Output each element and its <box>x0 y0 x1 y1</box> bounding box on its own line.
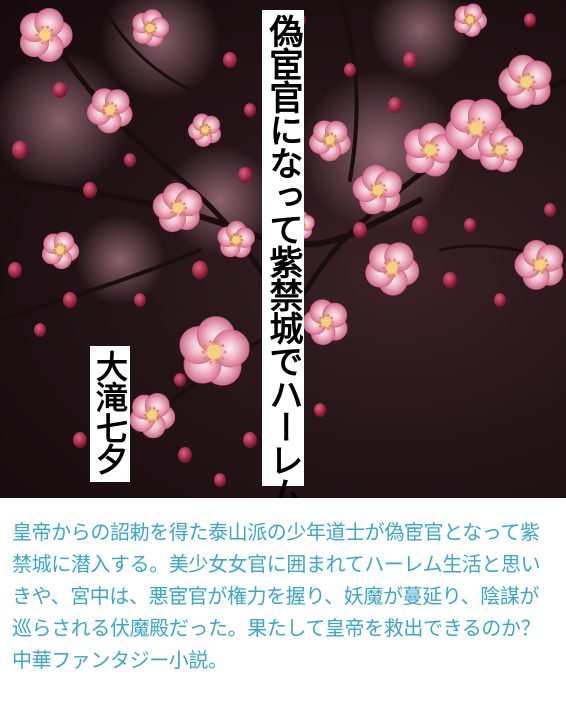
plum-blossom-illustration <box>0 0 566 487</box>
blossom-bud <box>464 218 476 232</box>
blossom-flower <box>444 98 508 160</box>
blossom-bud <box>524 13 536 27</box>
blossom-bud <box>353 222 367 238</box>
blossom-bud <box>53 82 67 98</box>
blossom-bud <box>63 292 77 308</box>
blossom-bud <box>314 403 326 417</box>
blossom-bud <box>124 153 136 167</box>
blossom-flower <box>132 9 170 47</box>
book-description: 皇帝からの詔勅を得た泰山派の少年道士が偽宦官となって紫禁城に潜入する。美少女女官… <box>12 520 541 672</box>
cover-image: 偽宦官になって紫禁城でハーレム生活 大滝七夕 <box>0 0 566 498</box>
blossom-bud <box>244 103 256 117</box>
blossom-bud <box>223 52 237 68</box>
blossom-flower <box>152 182 203 233</box>
author-name: 大滝七夕 <box>90 346 130 482</box>
blossom-bud <box>8 262 22 278</box>
blossom-bud <box>238 167 252 183</box>
blossom-flower <box>19 8 73 63</box>
blossom-bud <box>178 447 192 463</box>
book-title: 偽宦官になって紫禁城でハーレム生活 <box>262 10 304 498</box>
blossom-bud <box>214 473 226 487</box>
blossom-bud <box>344 63 356 77</box>
blossom-bud <box>443 272 457 288</box>
blossom-bud <box>134 293 146 307</box>
blossom-bud <box>412 215 428 235</box>
blossom-bud <box>494 293 506 307</box>
blossom-flower <box>86 88 133 134</box>
blossom-flower <box>352 164 402 215</box>
blossom-flower <box>179 316 250 386</box>
blossom-flower <box>302 299 348 346</box>
blossom-bud <box>388 97 402 113</box>
blossom-flower <box>498 54 552 109</box>
blossom-flower <box>454 3 488 37</box>
blossom-flower <box>129 392 176 439</box>
blossom-bud <box>12 140 28 160</box>
blossom-flowers <box>19 3 564 439</box>
blossom-bud <box>544 203 556 217</box>
blossom-bud <box>192 260 208 280</box>
blossom-flower <box>41 231 80 270</box>
blossom-bud <box>243 432 257 448</box>
blossom-bud <box>73 432 87 448</box>
blossom-bud <box>403 52 417 68</box>
blossom-bud <box>83 182 97 198</box>
blossom-bud <box>174 373 186 387</box>
blossom-flower <box>477 126 524 173</box>
blossom-flower <box>217 220 255 258</box>
blossom-flower <box>309 120 351 162</box>
blossom-flower <box>365 242 420 296</box>
blossom-flower <box>514 240 564 290</box>
blossom-flower <box>187 113 221 147</box>
blossom-bud <box>34 323 46 337</box>
